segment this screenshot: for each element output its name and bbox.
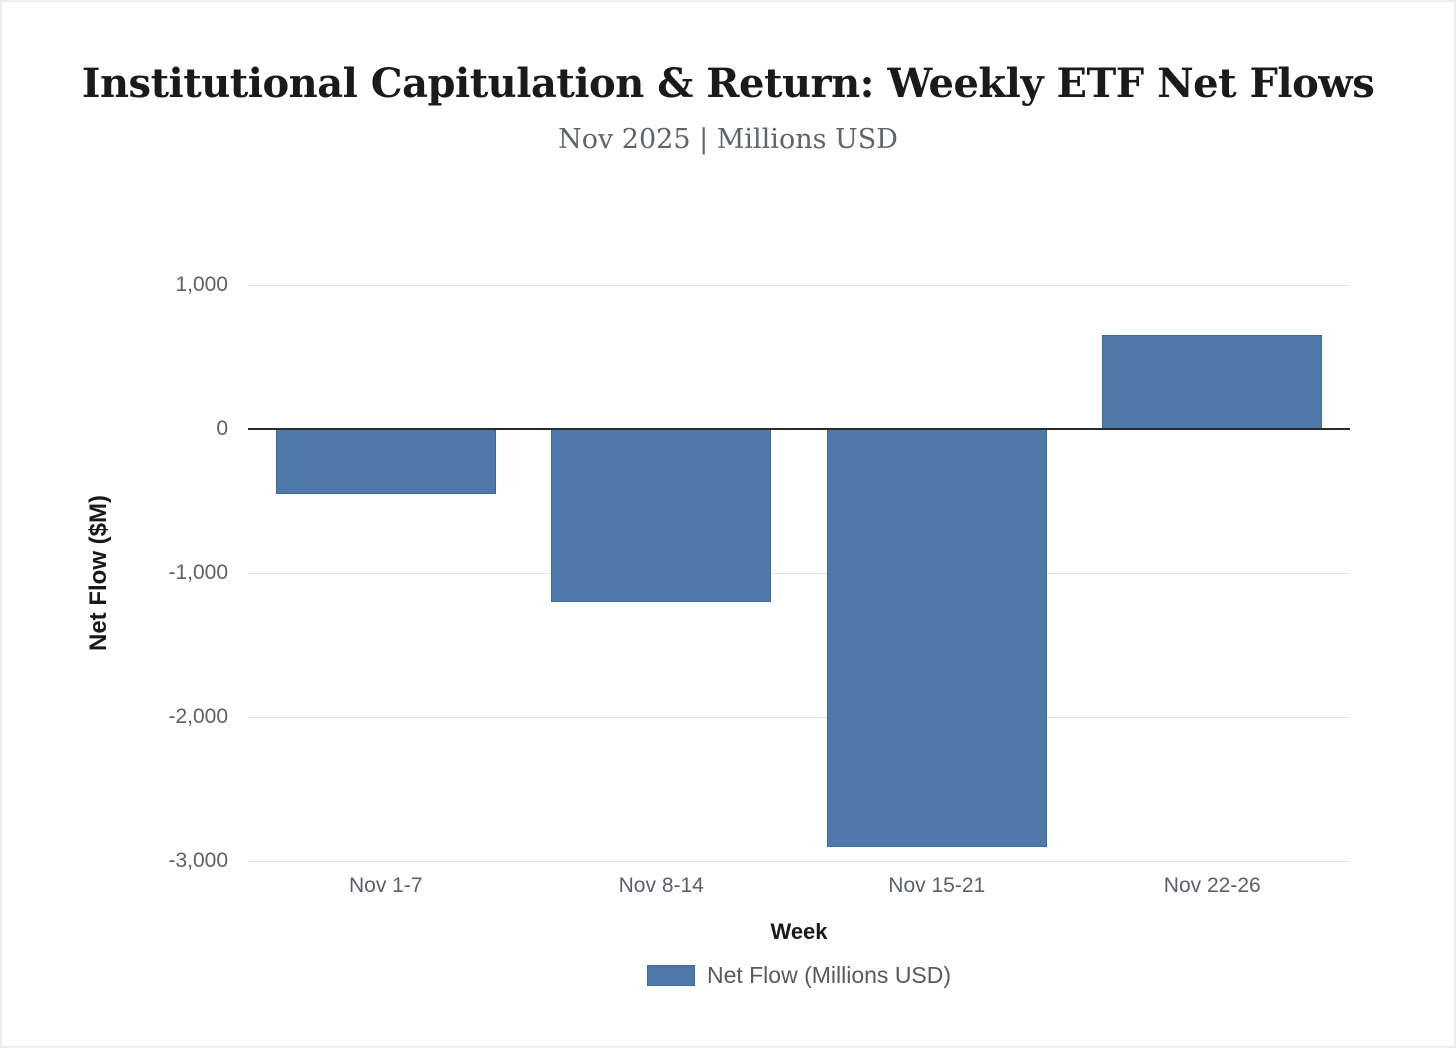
- y-tick-label: -1,000: [168, 561, 228, 584]
- gridline-y--2,000: [248, 716, 1350, 718]
- gridline-y-1,000: [248, 284, 1350, 286]
- legend-label: Net Flow (Millions USD): [706, 962, 952, 988]
- y-axis-title: Net Flow ($M): [85, 495, 112, 651]
- x-tick-label: Nov 8-14: [618, 874, 704, 897]
- chart-subtitle: Nov 2025 | Millions USD: [558, 124, 898, 155]
- legend-item[interactable]: Net Flow (Millions USD): [646, 962, 952, 989]
- chart-title: Institutional Capitulation & Return: Wee…: [81, 60, 1375, 107]
- y-tick-label: 0: [216, 417, 228, 440]
- bar-nov-22-26[interactable]: [1102, 335, 1323, 429]
- bar-nov-8-14[interactable]: [551, 429, 772, 602]
- bar-nov-15-21[interactable]: [826, 429, 1047, 847]
- y-tick-label: 1,000: [175, 273, 228, 296]
- legend: Net Flow (Millions USD): [248, 962, 1350, 989]
- plot-area: 1,000 0 -1,000 -2,000 -3,000 Nov 1-7 Nov 8-14 N…: [168, 273, 1350, 897]
- y-tick-label: -3,000: [168, 849, 228, 872]
- gridline-y--1,000: [248, 572, 1350, 574]
- y-tick-label: -2,000: [168, 705, 228, 728]
- x-tick-label: Nov 1-7: [348, 874, 423, 897]
- legend-swatch: [646, 965, 695, 986]
- bar-nov-1-7[interactable]: [275, 429, 496, 494]
- zero-axis-line: [248, 428, 1350, 430]
- x-axis-title: Week: [770, 919, 828, 944]
- x-tick-label: Nov 15-21: [888, 874, 986, 897]
- gridline-y--3,000: [248, 860, 1350, 862]
- x-tick-label: Nov 22-26: [1163, 874, 1261, 897]
